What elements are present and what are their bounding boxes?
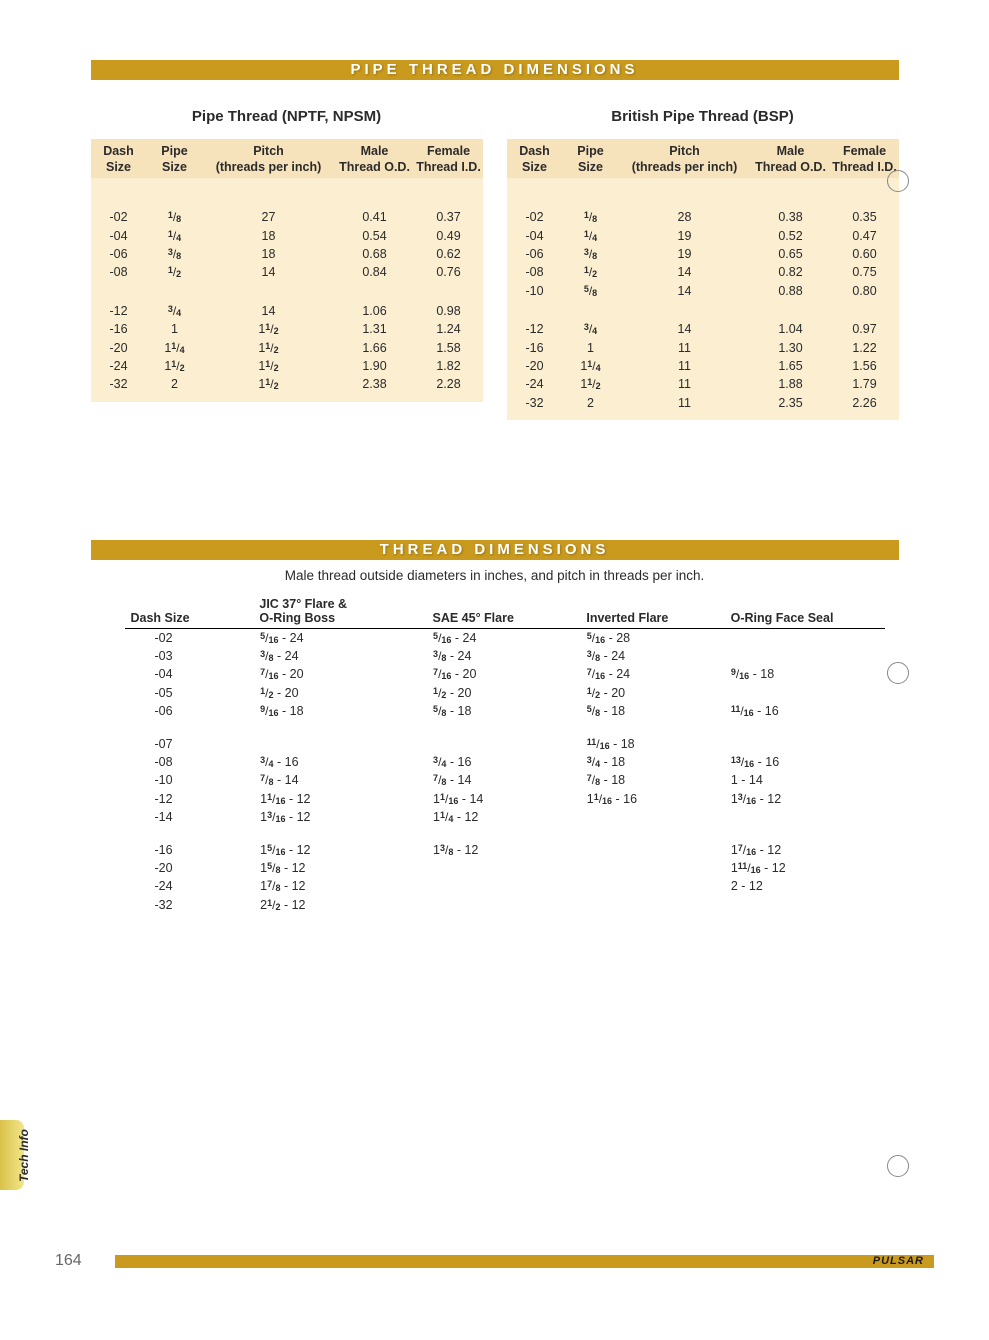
pipe-table-right-title: British Pipe Thread (BSP) [507,108,899,125]
th-head-jic: JIC 37° Flare & O-Ring Boss [259,597,432,625]
pipe-tables-row: Pipe Thread (NPTF, NPSM) DashSizePipeSiz… [91,108,899,420]
side-tab-label: Tech Info [17,1129,31,1182]
table-row: -105/8140.880.80 [507,282,899,300]
table-row: -1615/16 - 1213/8 - 1217/16 - 12 [125,841,885,859]
pipe-table-header: DashSizePipeSizePitch(threads per inch)M… [91,139,483,178]
page-footer: 164 PULSAR [55,1252,934,1270]
table-row: -063/8190.650.60 [507,245,899,263]
table-row: -069/16 - 185/8 - 185/8 - 1811/16 - 16 [125,702,885,720]
footer-brand: PULSAR [873,1255,924,1267]
table-row: -123/4141.040.97 [507,320,899,338]
table-row: -322112.352.26 [507,394,899,412]
table-row: -021/8270.410.37 [91,208,483,226]
pipe-table-body: -021/8270.410.37-041/4180.540.49-063/818… [91,178,483,402]
table-row: -2417/8 - 122 - 12 [125,877,885,895]
table-row: -2011/4111.651.56 [507,357,899,375]
banner-thread-dimensions: THREAD DIMENSIONS [91,540,899,560]
table-row: -047/16 - 207/16 - 207/16 - 249/16 - 18 [125,665,885,683]
table-row: -083/4 - 163/4 - 163/4 - 1813/16 - 16 [125,753,885,771]
pipe-table-body: -021/8280.380.35-041/4190.520.47-063/819… [507,178,899,419]
table-row: -2411/2111.881.79 [507,375,899,393]
table-row: -32211/22.382.28 [91,375,483,393]
thread-subtitle: Male thread outside diameters in inches,… [91,568,899,583]
th-head-inverted: Inverted Flare [586,611,730,625]
table-row: -1211/16 - 1211/16 - 1411/16 - 1613/16 -… [125,790,885,808]
footer-bar: PULSAR [115,1255,934,1268]
table-row: -051/2 - 201/2 - 201/2 - 20 [125,684,885,702]
table-row: -16111/21.311.24 [91,320,483,338]
table-row: -025/16 - 245/16 - 245/16 - 28 [125,629,885,647]
table-row: -2011/411/21.661.58 [91,339,483,357]
hole-circle-3 [887,1155,909,1177]
table-row: -2411/211/21.901.82 [91,357,483,375]
hole-circle-2 [887,662,909,684]
table-row: -021/8280.380.35 [507,208,899,226]
thread-table-header: Dash Size JIC 37° Flare & O-Ring Boss SA… [125,597,885,629]
th-head-sae: SAE 45° Flare [432,611,586,625]
table-row: -033/8 - 243/8 - 243/8 - 24 [125,647,885,665]
thread-table-body: -025/16 - 245/16 - 245/16 - 28-033/8 - 2… [125,629,885,914]
thread-dimensions-table: Dash Size JIC 37° Flare & O-Ring Boss SA… [125,597,885,914]
th-head-ofs: O-Ring Face Seal [731,611,885,625]
table-row: -161111.301.22 [507,339,899,357]
pipe-table-header: DashSizePipeSizePitch(threads per inch)M… [507,139,899,178]
pipe-table-left-title: Pipe Thread (NPTF, NPSM) [91,108,483,125]
hole-circle-1 [887,170,909,192]
table-row: -081/2140.820.75 [507,263,899,281]
pipe-table-left: Pipe Thread (NPTF, NPSM) DashSizePipeSiz… [91,108,483,420]
table-row: -0711/16 - 18 [125,735,885,753]
page-number: 164 [55,1252,115,1270]
th-head-dash: Dash Size [125,611,260,625]
table-row: -107/8 - 147/8 - 147/8 - 181 - 14 [125,771,885,789]
banner-pipe-thread: PIPE THREAD DIMENSIONS [91,60,899,80]
table-row: -063/8180.680.62 [91,245,483,263]
table-row: -3221/2 - 12 [125,896,885,914]
table-row: -123/4141.060.98 [91,302,483,320]
table-row: -041/4190.520.47 [507,227,899,245]
table-row: -041/4180.540.49 [91,227,483,245]
table-row: -081/2140.840.76 [91,263,483,281]
table-row: -2015/8 - 12111/16 - 12 [125,859,885,877]
side-tab: Tech Info [0,1120,24,1190]
pipe-table-right: British Pipe Thread (BSP) DashSizePipeSi… [507,108,899,420]
table-row: -1413/16 - 1211/4 - 12 [125,808,885,826]
